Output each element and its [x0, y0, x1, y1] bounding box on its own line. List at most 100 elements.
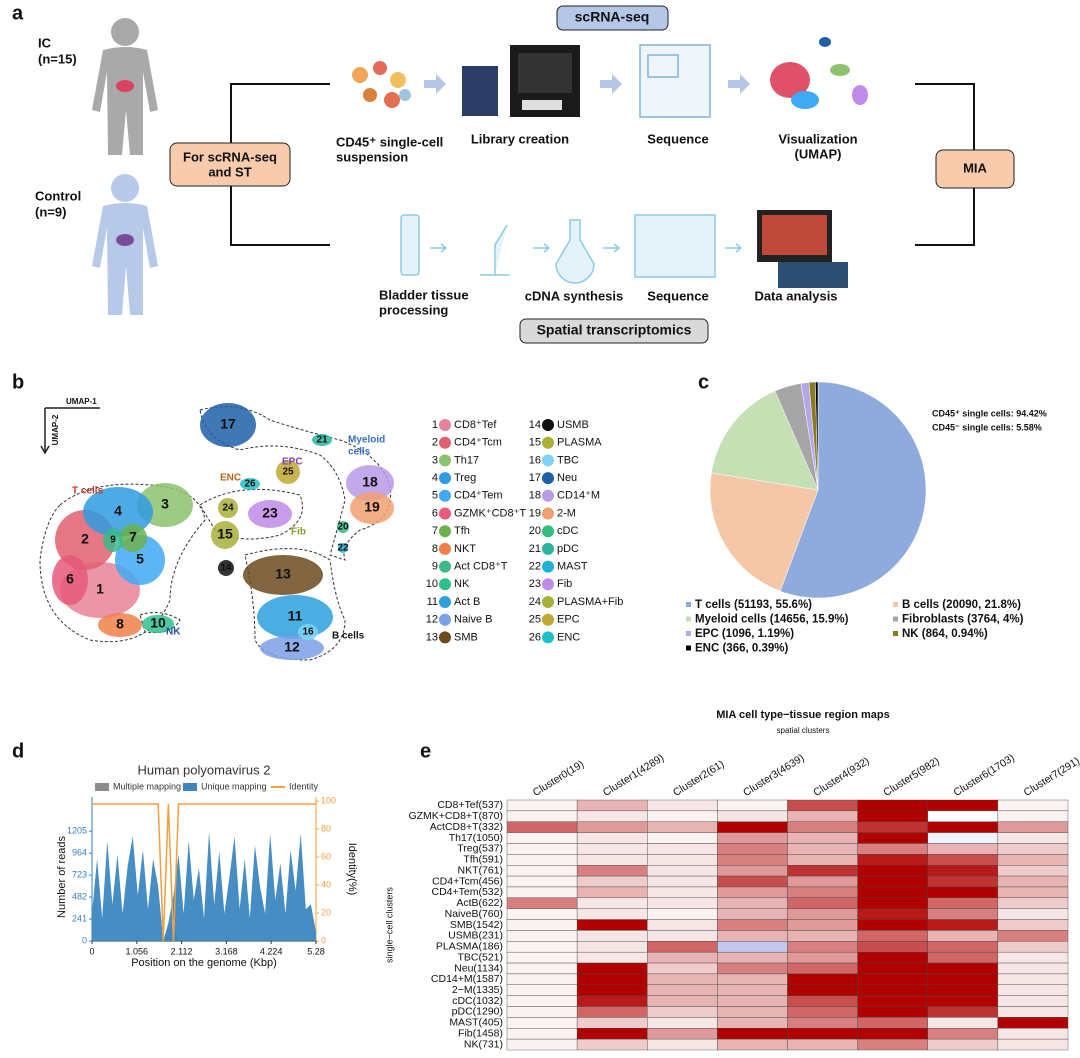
heat-cell — [506, 1006, 578, 1018]
heat-cell — [647, 908, 718, 920]
heat-cell — [997, 865, 1069, 877]
heat-cell — [717, 1006, 788, 1018]
heat-cell — [927, 875, 999, 888]
row-label: ActCD8+T(332) — [430, 821, 503, 833]
heat-cell — [927, 865, 999, 877]
heat-cell — [787, 897, 858, 909]
y-axis-label: Number of reads — [56, 836, 68, 918]
heat-cell — [997, 995, 1069, 1007]
heat-cell — [717, 875, 788, 888]
heat-cell — [857, 865, 928, 877]
panel-letter: e — [420, 740, 431, 762]
heat-cell — [997, 1028, 1069, 1040]
heat-cell — [927, 995, 999, 1007]
pie-slice — [779, 381, 927, 599]
legend-label: Fibroblasts (3764, 4%) — [902, 614, 1024, 626]
column-label: Cluster7(291) — [1022, 755, 1080, 799]
scrna-box — [556, 5, 669, 31]
legend-label: CD4⁺Tcm — [454, 437, 502, 449]
row-label: Th17(1050) — [449, 832, 503, 844]
heat-cell — [997, 854, 1069, 866]
heat-cell — [506, 1038, 578, 1051]
legend-label: NKT — [454, 543, 476, 555]
axis-label: UMAP-1 — [66, 397, 97, 406]
heat-cell — [997, 1038, 1069, 1051]
legend-dot — [542, 507, 554, 520]
heat-cell — [787, 951, 858, 964]
monitor-icon — [757, 210, 848, 288]
heat-cell — [787, 984, 858, 996]
column-label: Cluster4(932) — [811, 755, 871, 799]
heat-cell — [787, 1028, 858, 1040]
heat-cell — [647, 897, 718, 909]
heat-cell — [576, 1017, 648, 1029]
heat-cell — [927, 941, 999, 953]
legend-label: ENC — [557, 631, 580, 643]
cluster-blob — [276, 460, 300, 484]
y-axis-label: single−cell clusters — [384, 887, 394, 963]
heat-cell — [927, 1006, 999, 1018]
legend-number: 10 — [426, 578, 438, 590]
cluster-number: 12 — [284, 639, 300, 655]
legend-number: 21 — [529, 543, 541, 555]
cluster-blob — [346, 465, 394, 501]
legend-label: TBC — [557, 454, 579, 466]
heat-cell — [857, 810, 928, 822]
group-label: B cells — [332, 631, 365, 642]
legend-number: 25 — [529, 614, 541, 626]
row-label: CD14+M(1587) — [431, 973, 503, 985]
heat-cell — [717, 865, 788, 877]
heat-cell — [927, 810, 999, 822]
heat-cell — [647, 984, 718, 996]
cluster-number: 3 — [161, 496, 169, 512]
heat-cell — [506, 919, 578, 931]
legend-label: 2-M — [557, 507, 576, 519]
heat-cell — [576, 919, 648, 931]
heat-cell — [857, 1038, 928, 1051]
heat-cell — [857, 1028, 928, 1040]
cluster-number: 6 — [66, 571, 74, 587]
mia-box — [935, 149, 1015, 189]
heat-cell — [576, 908, 648, 920]
legend-number: 16 — [529, 454, 541, 466]
group-label: T cells — [72, 486, 104, 497]
legend-label: EPC (1096, 1.19%) — [695, 628, 794, 640]
heat-cell — [506, 832, 578, 844]
heat-cell — [506, 886, 578, 899]
heat-cell — [506, 865, 578, 877]
y2-tick-label: 100 — [321, 796, 336, 806]
panel-letter: b — [12, 371, 24, 393]
cluster-number: 19 — [364, 499, 380, 515]
legend-label: GZMK⁺CD8⁺T — [454, 507, 526, 519]
heat-cell — [717, 951, 788, 964]
heat-cell — [576, 1038, 648, 1051]
legend-number: 9 — [432, 561, 438, 573]
step-label: processing — [379, 302, 448, 317]
heat-cell — [576, 821, 648, 833]
legend-number: 12 — [426, 614, 438, 626]
heat-cell — [857, 973, 928, 985]
legend-dot — [542, 560, 554, 573]
heat-cell — [717, 832, 788, 844]
heat-cell — [717, 799, 788, 812]
cluster-number: 15 — [217, 526, 233, 542]
heat-cell — [927, 832, 999, 844]
step-label: Sequence — [647, 131, 708, 146]
heat-cell — [576, 941, 648, 953]
cluster-number: 26 — [244, 479, 256, 490]
heat-cell — [506, 930, 578, 942]
step-label: cDNA synthesis — [525, 288, 624, 303]
heat-cell — [647, 995, 718, 1007]
heat-cell — [647, 799, 718, 812]
legend-swatch — [686, 631, 691, 636]
cluster-number: 25 — [282, 467, 294, 478]
legend-label: Tfh — [454, 525, 470, 537]
row-label: Neu(1134) — [454, 962, 503, 974]
legend-label: cDC — [557, 525, 578, 537]
heat-cell — [717, 886, 788, 899]
heat-cell — [506, 897, 578, 909]
legend-number: 14 — [529, 419, 541, 431]
heat-cell — [717, 995, 788, 1007]
heat-cell — [787, 865, 858, 877]
heat-cell — [576, 984, 648, 996]
